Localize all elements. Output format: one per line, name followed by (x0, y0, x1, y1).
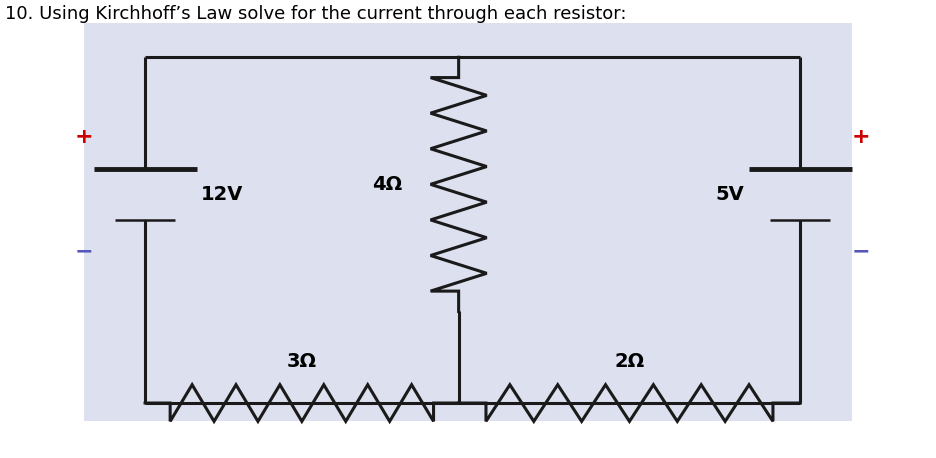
Text: 5V: 5V (715, 185, 744, 204)
Text: +: + (852, 127, 870, 147)
Text: −: − (852, 242, 870, 262)
Text: +: + (75, 127, 94, 147)
Text: 10. Using Kirchhoff’s Law solve for the current through each resistor:: 10. Using Kirchhoff’s Law solve for the … (5, 5, 626, 22)
Text: 3Ω: 3Ω (286, 352, 317, 371)
FancyBboxPatch shape (84, 23, 852, 421)
Text: 2Ω: 2Ω (614, 352, 645, 371)
Text: 4Ω: 4Ω (373, 175, 402, 194)
Text: 12V: 12V (201, 185, 243, 204)
Text: −: − (75, 242, 94, 262)
